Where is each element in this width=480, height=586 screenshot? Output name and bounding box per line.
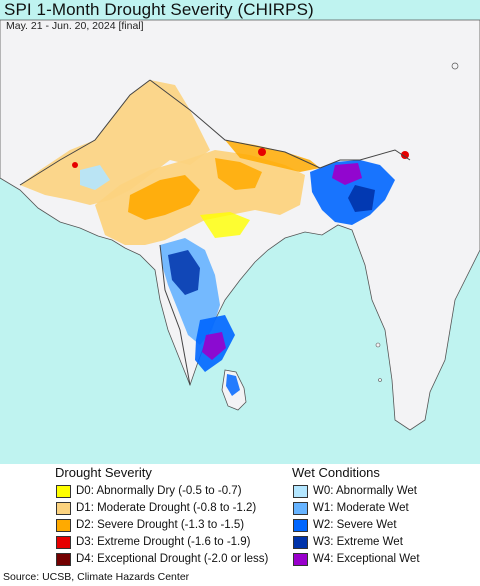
country-borders — [19, 79, 411, 386]
map-canvas — [0, 19, 480, 431]
legend-label-w0: W0: Abnormally Wet — [313, 485, 417, 497]
legend-label-w1: W1: Moderate Wet — [313, 502, 409, 514]
swatch-d3 — [56, 535, 71, 549]
legend-label-d1: D1: Moderate Drought (-0.8 to -1.2) — [76, 502, 257, 514]
swatch-d0 — [56, 484, 71, 498]
legend-item-d3: D3: Extreme Drought (-1.6 to -1.9) — [56, 534, 250, 550]
swatch-d1 — [56, 501, 71, 515]
legend-item-d4: D4: Exceptional Drought (-2.0 or less) — [56, 551, 268, 567]
source-credit: Source: UCSB, Climate Hazards Center — [3, 571, 190, 583]
swatch-d4 — [56, 552, 71, 566]
swatch-w1 — [293, 501, 308, 515]
drought-map: SPI 1-Month Drought Severity (CHIRPS) Ma… — [0, 0, 480, 464]
swatch-w2 — [293, 518, 308, 532]
abnormally-wet-patch — [80, 165, 110, 190]
wet-zone-exceptional-south — [202, 332, 226, 360]
swatch-w3 — [293, 535, 308, 549]
legend-item-w1: W1: Moderate Wet — [293, 500, 409, 516]
swatch-w0 — [293, 484, 308, 498]
legend-label-d3: D3: Extreme Drought (-1.6 to -1.9) — [76, 536, 251, 548]
swatch-d2 — [56, 518, 71, 532]
legend-item-w2: W2: Severe Wet — [293, 517, 397, 533]
legend-item-w3: W3: Extreme Wet — [293, 534, 403, 550]
wet-zone-sri-lanka — [226, 374, 240, 396]
legend-label-d4: D4: Exceptional Drought (-2.0 or less) — [76, 553, 269, 565]
legend-label-d2: D2: Severe Drought (-1.3 to -1.5) — [76, 519, 245, 531]
extreme-spot-2 — [401, 151, 409, 159]
wet-legend-heading: Wet Conditions — [292, 465, 380, 480]
page-title: SPI 1-Month Drought Severity (CHIRPS) — [4, 0, 314, 19]
drought-zone-himalaya — [225, 140, 320, 172]
legend-label-w2: W2: Severe Wet — [313, 519, 397, 531]
drought-zone-severe — [128, 175, 200, 220]
legend-item-d2: D2: Severe Drought (-1.3 to -1.5) — [56, 517, 244, 533]
extreme-spot-3 — [72, 162, 78, 168]
legend-label-w3: W3: Extreme Wet — [313, 536, 403, 548]
legend-item-d1: D1: Moderate Drought (-0.8 to -1.2) — [56, 500, 256, 516]
legend-item-w4: W4: Exceptional Wet — [293, 551, 420, 567]
wet-zone-extreme-northeast — [348, 185, 375, 212]
legend-label-w4: W4: Exceptional Wet — [313, 553, 420, 565]
drought-legend-heading: Drought Severity — [55, 465, 152, 480]
legend: Drought Severity Wet Conditions D0: Abno… — [0, 464, 480, 568]
wet-zone-deccan-severe — [168, 250, 200, 295]
legend-label-d0: D0: Abnormally Dry (-0.5 to -0.7) — [76, 485, 242, 497]
drought-zone-severe-north — [215, 158, 262, 190]
island-nicobar — [378, 378, 382, 382]
drought-zone-west — [20, 80, 210, 205]
swatch-w4 — [293, 552, 308, 566]
extreme-spot-1 — [258, 148, 266, 156]
legend-item-d0: D0: Abnormally Dry (-0.5 to -0.7) — [56, 483, 242, 499]
date-range: May. 21 - Jun. 20, 2024 [final] — [6, 20, 144, 32]
abnormally-dry-patch — [200, 212, 250, 238]
legend-item-w0: W0: Abnormally Wet — [293, 483, 417, 499]
wet-zone-exceptional-northeast — [332, 163, 362, 185]
island-1 — [451, 62, 459, 70]
island-andaman — [375, 342, 381, 348]
